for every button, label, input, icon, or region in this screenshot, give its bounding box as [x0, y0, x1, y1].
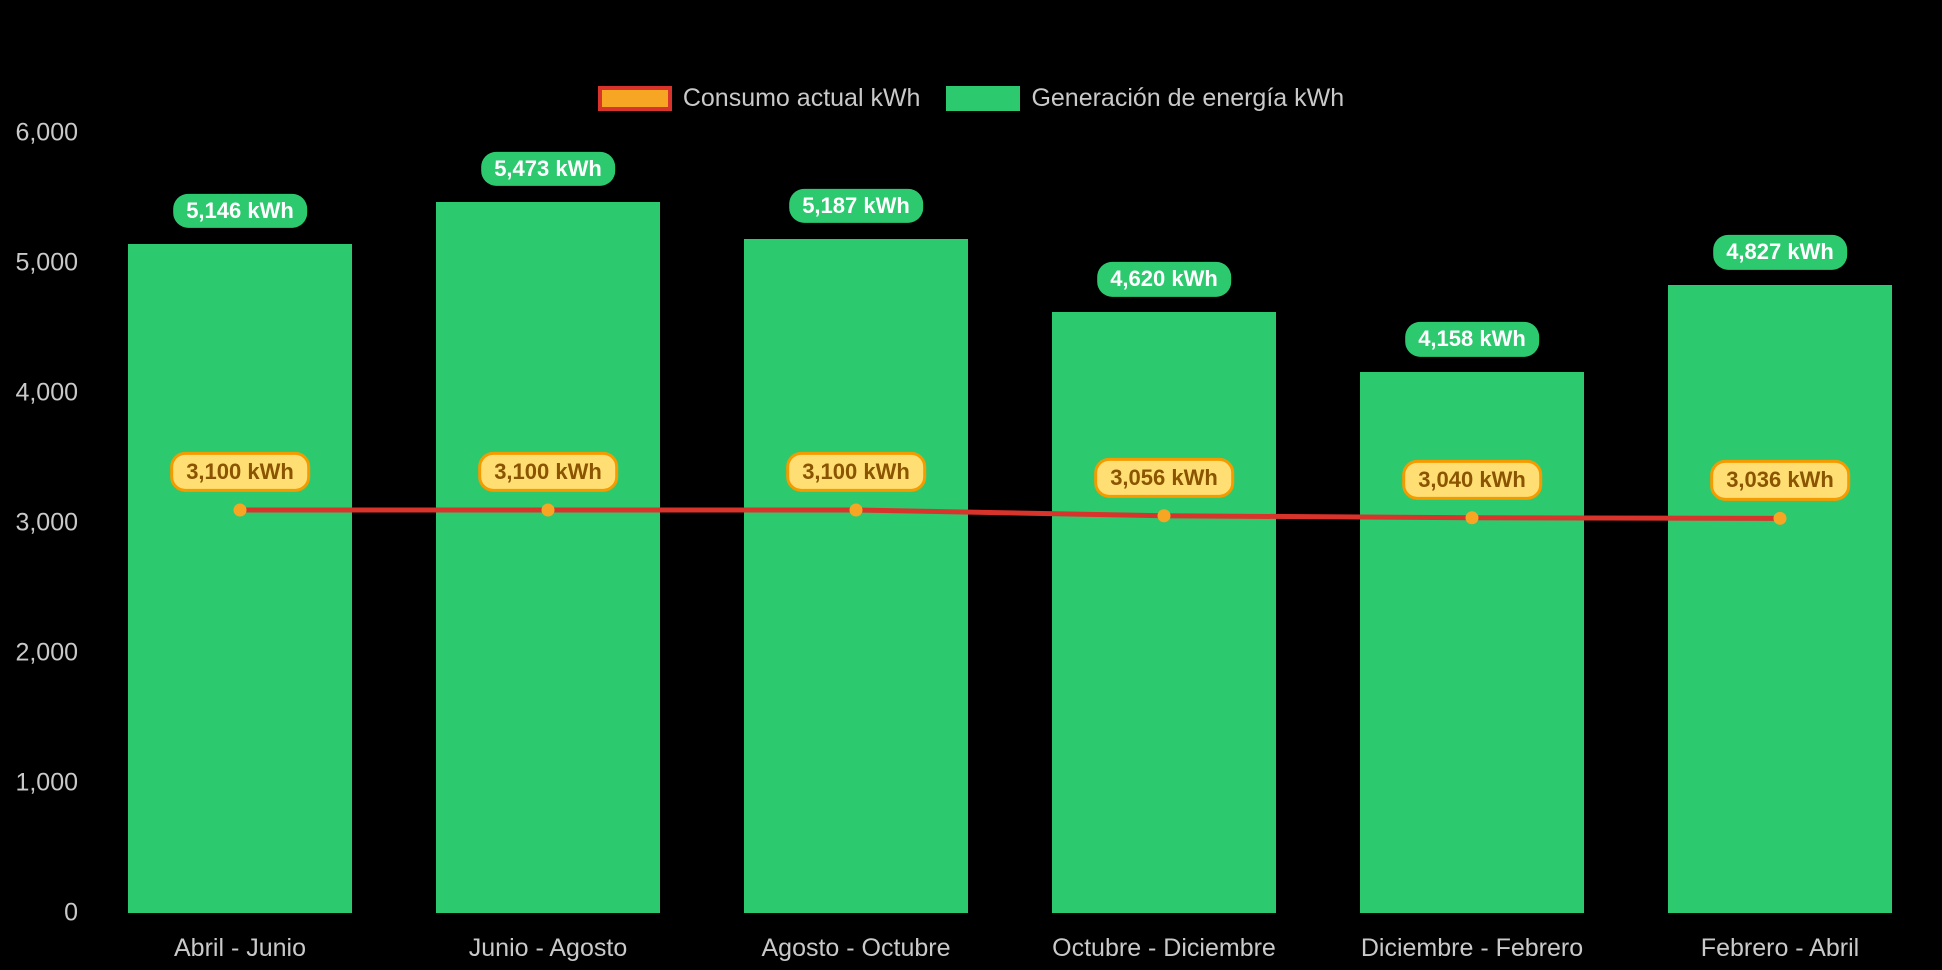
consumption-value-badge: 3,040 kWh — [1402, 459, 1542, 500]
y-axis-tick-label: 2,000 — [15, 638, 78, 667]
consumption-point[interactable] — [1465, 511, 1479, 525]
y-axis-tick-label: 0 — [64, 898, 78, 927]
consumption-value-badge: 3,100 kWh — [786, 451, 926, 492]
generacion-legend-swatch — [946, 86, 1021, 111]
generation-bar[interactable] — [744, 238, 968, 913]
x-axis-category-label: Febrero - Abril — [1700, 934, 1860, 962]
generation-value-badge: 5,473 kWh — [481, 151, 615, 186]
x-axis-category-label: Diciembre - Febrero — [1360, 934, 1584, 962]
y-axis-tick-label: 3,000 — [15, 508, 78, 537]
generation-value-badge: 4,827 kWh — [1713, 235, 1847, 270]
legend-item-consumo[interactable]: Consumo actual kWh — [597, 84, 921, 113]
generacion-legend-label: Generación de energía kWh — [1031, 84, 1345, 112]
y-axis-tick-label: 6,000 — [15, 118, 78, 147]
generation-bar[interactable] — [128, 244, 352, 913]
generation-value-badge: 5,187 kWh — [789, 188, 923, 223]
consumption-value-badge: 3,036 kWh — [1710, 460, 1850, 501]
generation-value-badge: 4,620 kWh — [1097, 262, 1231, 297]
y-axis-tick-label: 1,000 — [15, 768, 78, 797]
consumption-line — [240, 507, 1781, 521]
legend-item-generacion[interactable]: Generación de energía kWh — [946, 84, 1344, 113]
x-axis-category-label: Junio - Agosto — [468, 934, 628, 962]
chart-legend: Consumo actual kWh Generación de energía… — [0, 84, 1942, 113]
consumption-value-badge: 3,100 kWh — [478, 451, 618, 492]
consumption-value-badge: 3,100 kWh — [170, 451, 310, 492]
consumo-legend-label: Consumo actual kWh — [682, 84, 921, 112]
consumption-point[interactable] — [849, 503, 863, 517]
consumption-value-badge: 3,056 kWh — [1094, 457, 1234, 498]
consumption-point[interactable] — [233, 503, 247, 517]
generation-bar[interactable] — [1052, 312, 1276, 913]
consumption-point[interactable] — [541, 503, 555, 517]
consumption-point[interactable] — [1773, 511, 1787, 525]
x-axis-category-label: Abril - Junio — [174, 934, 306, 962]
generation-bar[interactable] — [436, 201, 660, 913]
consumption-point[interactable] — [1157, 509, 1171, 523]
x-axis-category-label: Agosto - Octubre — [761, 934, 951, 962]
generation-bar[interactable] — [1668, 285, 1892, 913]
x-axis-category-label: Octubre - Diciembre — [1052, 934, 1276, 962]
y-axis-tick-label: 4,000 — [15, 378, 78, 407]
generation-value-badge: 4,158 kWh — [1405, 322, 1539, 357]
generation-value-badge: 5,146 kWh — [173, 193, 307, 229]
consumo-legend-swatch — [597, 86, 672, 111]
y-axis-tick-label: 5,000 — [15, 248, 78, 277]
